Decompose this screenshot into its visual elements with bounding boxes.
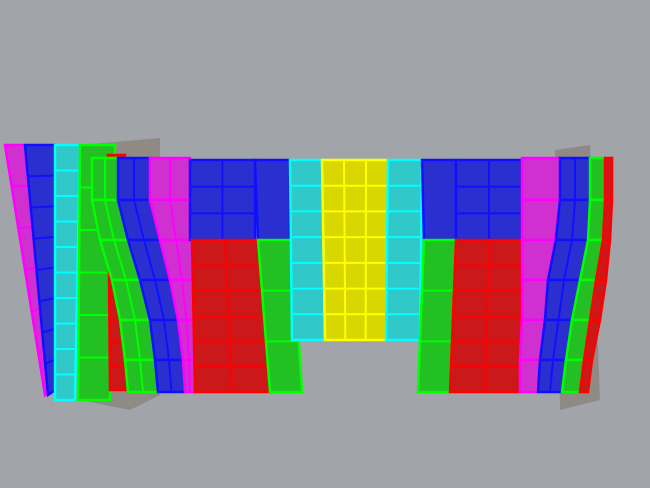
panel-left-blue-grid bbox=[36, 266, 56, 271]
panel-cyan-left bbox=[288, 158, 327, 342]
panel-left-blue-grid bbox=[39, 297, 56, 303]
panel-left-blue-grid bbox=[41, 327, 56, 334]
panel-magenta-right bbox=[518, 358, 542, 394]
panel-blue-curved-grid bbox=[168, 359, 173, 393]
panel-yellow-center bbox=[320, 158, 390, 342]
panel-blue-right-grid bbox=[549, 359, 554, 393]
panel-blue-right-grid bbox=[571, 199, 576, 241]
panel-blue-curved-grid bbox=[154, 279, 165, 321]
panel-left-magenta-grid bbox=[18, 225, 34, 230]
panel-green-curved-grid bbox=[134, 319, 141, 361]
panel-blue-top-left-2 bbox=[253, 158, 292, 242]
panel-magenta-grid bbox=[175, 239, 183, 281]
panel-red-right-curved bbox=[603, 156, 614, 202]
panel-magenta-right bbox=[520, 156, 562, 202]
panel-green-right-curved bbox=[588, 156, 607, 202]
panel-yellow-center-grid bbox=[343, 159, 347, 341]
panel-red-right-curved bbox=[601, 198, 614, 242]
panel-blue-right-grid bbox=[563, 239, 573, 281]
panel-magenta-grid bbox=[181, 279, 188, 321]
panel-green-curved-grid bbox=[125, 279, 136, 321]
panel-magenta-right bbox=[520, 198, 562, 242]
panel-magenta-grid bbox=[169, 199, 177, 241]
panel-left-blue-grid bbox=[33, 235, 56, 240]
panel-magenta-grid bbox=[188, 359, 191, 393]
panel-magenta-right bbox=[520, 278, 550, 322]
panel-green-curved-grid bbox=[139, 359, 144, 393]
panel-blue-right-grid bbox=[552, 319, 560, 361]
panel-blue-curved-grid bbox=[143, 239, 156, 281]
panel-green-curved-grid bbox=[104, 199, 115, 241]
panel-blue-curved-grid bbox=[163, 319, 170, 361]
panel-cyan-right bbox=[384, 158, 424, 342]
panel-red-right-curved bbox=[578, 358, 594, 394]
panel-green-curved-grid bbox=[113, 239, 127, 281]
panel-left-magenta-grid bbox=[11, 184, 30, 188]
facade-model bbox=[3, 138, 614, 410]
panel-blue-top-right bbox=[420, 158, 458, 242]
panel-blue-curved-grid bbox=[133, 199, 145, 241]
panel-left-blue-grid bbox=[27, 174, 56, 178]
panel-blue-right-grid bbox=[557, 279, 565, 321]
panel-left-blue-grid bbox=[44, 358, 56, 365]
panel-left-blue-grid bbox=[30, 205, 56, 209]
panel-magenta-grid bbox=[185, 319, 190, 361]
